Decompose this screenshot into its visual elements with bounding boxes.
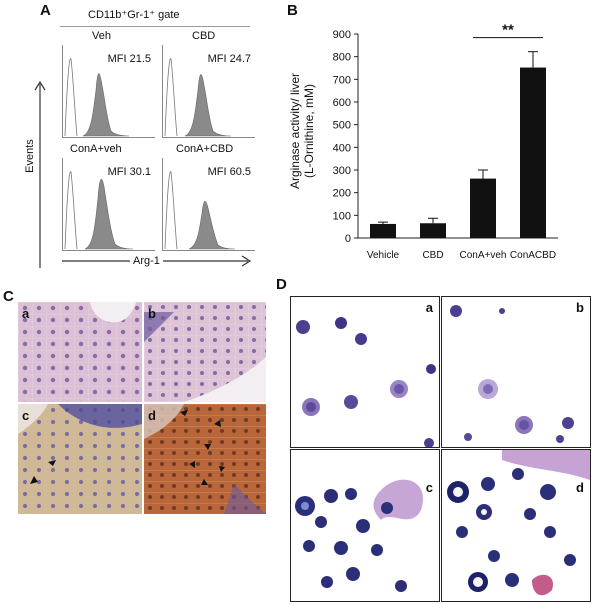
y-tick-label: 400 xyxy=(333,142,351,154)
histology-image-b: b xyxy=(144,302,266,402)
y-tick-label: 900 xyxy=(333,29,351,41)
y-tick-label: 200 xyxy=(333,188,351,200)
cytospin-d-label: d xyxy=(576,480,584,495)
cytospin-c-cells xyxy=(295,479,423,592)
histogram-veh: MFI 21.5 xyxy=(62,45,155,138)
histogram-conacbd: MFI 60.5 xyxy=(162,158,255,251)
cytospin-a-cells xyxy=(296,317,436,447)
events-axis-label: Events xyxy=(24,139,36,173)
histology-c-texture xyxy=(18,404,142,514)
hist-conacbd-mfi: MFI 60.5 xyxy=(207,166,251,178)
histology-b-texture xyxy=(144,302,266,402)
cytospin-b-cells xyxy=(450,305,574,443)
cytospin-c-label: c xyxy=(425,480,433,495)
bar xyxy=(520,67,546,238)
hist-conaveh-mfi: MFI 30.1 xyxy=(107,166,151,178)
hist-veh-title: Veh xyxy=(92,30,111,42)
gate-underline xyxy=(60,26,250,27)
panel-a-letter: A xyxy=(40,2,51,19)
histology-image-a: a xyxy=(18,302,142,402)
histology-a-texture xyxy=(18,302,142,402)
x-tick-label: ConA+veh xyxy=(460,250,507,261)
y-tick-label: 700 xyxy=(333,74,351,86)
bar xyxy=(370,223,396,238)
y-tick-label: 800 xyxy=(333,52,351,64)
cytospin-d-cells xyxy=(447,450,590,596)
histogram-cbd-plot xyxy=(164,58,232,137)
histology-a-label: a xyxy=(22,306,30,321)
hist-conacbd-title: ConA+CBD xyxy=(176,143,234,155)
hist-veh-mfi: MFI 21.5 xyxy=(107,53,151,65)
y-tick-label: 100 xyxy=(333,210,351,222)
cytospin-image-b: b xyxy=(441,296,591,448)
y-tick-label: 500 xyxy=(333,120,351,132)
arg1-axis-label: Arg-1 xyxy=(130,255,163,267)
cytospin-image-a: a xyxy=(290,296,440,448)
histology-image-c: c xyxy=(18,404,142,514)
gate-label: CD11b⁺Gr-1⁺ gate xyxy=(88,9,180,21)
histogram-conaveh-plot xyxy=(64,171,134,250)
histology-c-label: c xyxy=(22,408,30,423)
y-tick-label: 600 xyxy=(333,97,351,109)
panel-b-letter: B xyxy=(287,2,298,19)
events-axis-arrow xyxy=(33,80,47,275)
arginase-bar-chart: 0 100 200 300 400 500 600 700 800 900 Vehicle CBD Co… xyxy=(333,24,558,261)
histology-image-d: d xyxy=(144,404,266,514)
histology-b-label: b xyxy=(148,306,156,321)
histogram-conacbd-plot xyxy=(164,171,236,250)
cytospin-image-d: d xyxy=(441,449,591,602)
significance-marker: ** xyxy=(502,24,514,39)
hist-cbd-title: CBD xyxy=(192,30,216,42)
arginase-y-label-line1: Arginase activity/ liver xyxy=(288,72,302,190)
x-tick-label: CBD xyxy=(422,250,443,261)
histogram-veh-plot xyxy=(64,58,130,137)
panel-c-letter: C xyxy=(3,288,14,305)
bar xyxy=(470,178,496,238)
x-tick-label: ConACBD xyxy=(510,250,556,261)
x-tick-label: Vehicle xyxy=(367,250,400,261)
histology-d-label: d xyxy=(148,408,156,423)
histology-d-texture xyxy=(144,404,266,514)
histogram-cbd: MFI 24.7 xyxy=(162,45,255,138)
hist-conaveh-title: ConA+veh xyxy=(70,143,122,155)
cytospin-a-label: a xyxy=(425,300,433,315)
bar xyxy=(420,223,446,238)
panel-d-letter: D xyxy=(276,276,287,293)
hist-cbd-mfi: MFI 24.7 xyxy=(207,53,251,65)
cytospin-b-label: b xyxy=(576,300,584,315)
y-tick-label: 0 xyxy=(345,233,351,245)
histogram-conaveh: MFI 30.1 xyxy=(62,158,155,251)
cytospin-image-c: c xyxy=(290,449,440,602)
y-tick-label: 300 xyxy=(333,165,351,177)
arginase-y-label-line2: (L-Ornithine, mM) xyxy=(302,84,316,179)
